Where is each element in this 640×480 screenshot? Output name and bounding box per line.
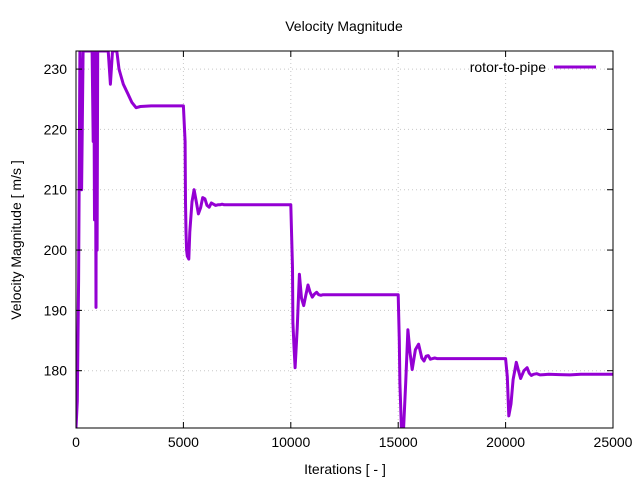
series-line [76, 51, 613, 428]
y-tick-label: 220 [44, 121, 68, 137]
y-tick-label: 190 [44, 302, 68, 318]
x-tick-label: 15000 [379, 434, 418, 450]
y-axis-label: Velocity Magnitude [ m/s ] [8, 160, 24, 320]
x-tick-label: 0 [72, 434, 80, 450]
x-tick-label: 10000 [271, 434, 310, 450]
y-tick-label: 230 [44, 61, 68, 77]
series-group [76, 51, 613, 428]
plot-frame [75, 50, 614, 429]
legend: rotor-to-pipe [470, 59, 596, 75]
y-tick-label: 180 [44, 363, 68, 379]
x-tick-label: 5000 [168, 434, 199, 450]
x-ticks: 0 5000 10000 15000 20000 25000 [72, 51, 633, 450]
y-tick-label: 210 [44, 182, 68, 198]
chart-title: Velocity Magnitude [285, 18, 403, 34]
x-axis-label: Iterations [ - ] [304, 461, 386, 477]
x-tick-label: 25000 [594, 434, 633, 450]
y-ticks: 180 190 200 210 220 230 [44, 61, 613, 379]
y-tick-label: 200 [44, 242, 68, 258]
legend-label: rotor-to-pipe [470, 59, 546, 75]
x-tick-label: 20000 [486, 434, 525, 450]
grid [76, 51, 613, 428]
